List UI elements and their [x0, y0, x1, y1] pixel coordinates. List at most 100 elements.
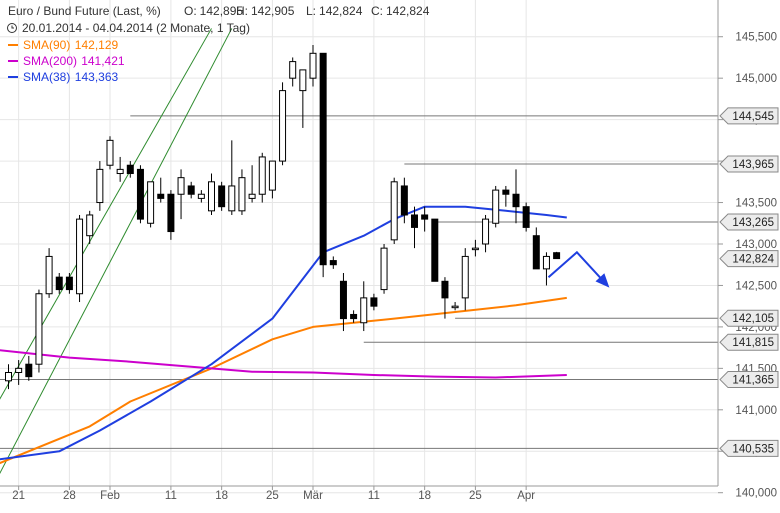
candle-body-down	[55, 276, 63, 291]
candle-body-up	[471, 247, 479, 251]
candle-body-down	[136, 168, 144, 220]
y-tick-label: 140,000	[735, 488, 777, 500]
current-price-tag-box	[719, 250, 779, 268]
candle-body-up	[482, 218, 490, 245]
level-price-tag-text: 142,105	[732, 313, 774, 325]
candle-body-down	[522, 206, 530, 228]
ohlc-open: O: 142,895	[184, 4, 243, 18]
candle-body-down	[218, 185, 226, 208]
date-range: 20.01.2014 - 04.04.2014 (2 Monate, 1 Tag…	[22, 21, 250, 35]
candle-body-up	[177, 177, 185, 195]
candle-body-down	[370, 297, 378, 307]
candle-body-up	[5, 371, 12, 382]
candle-body-up	[228, 185, 236, 212]
forecast-arrowhead	[595, 273, 610, 288]
y-tick-label: 142,500	[735, 280, 777, 292]
forecast-arrow-line	[547, 250, 609, 287]
candle-body-up	[106, 139, 114, 166]
level-price-tag-box	[719, 107, 779, 125]
candle-body-up	[15, 367, 23, 373]
x-tick-label: 11	[368, 490, 380, 502]
candle-body-down	[329, 260, 337, 266]
candle-body-up	[96, 168, 104, 204]
level-price-tag-box	[719, 155, 779, 173]
candle-body-up	[208, 181, 215, 212]
ohlc-high: H: 142,905	[236, 4, 295, 18]
candle-body-up	[309, 52, 317, 79]
legend: SMA(90) 142,129 SMA(200) 141,421 SMA(38) 143,…	[8, 38, 125, 84]
current-price-tag-text: 142,824	[732, 254, 774, 266]
sma-line-sma38	[0, 205, 567, 461]
candle-body-down	[25, 363, 33, 378]
level-price-tag-text: 141,815	[732, 337, 774, 349]
trend-channel-line	[0, 28, 212, 400]
x-tick-label: 11	[165, 490, 177, 502]
x-tick-label: 18	[215, 490, 228, 502]
x-tick-label: 18	[418, 490, 431, 502]
candle-body-up	[45, 255, 53, 295]
sma-layer	[0, 205, 567, 465]
forecast-arrow-layer	[547, 250, 610, 288]
candle-body-up	[76, 218, 84, 295]
candle-body-up	[268, 160, 276, 191]
horizontal-levels-layer	[0, 115, 718, 449]
level-price-tag-text: 141,365	[732, 375, 774, 387]
instrument-title: Euro / Bund Future (Last, %)	[8, 4, 161, 18]
candle-body-down	[532, 235, 540, 270]
x-tick-label: Mär	[303, 490, 323, 502]
candle-body-down	[126, 164, 134, 175]
candle-body-down	[502, 189, 510, 195]
candle-body-down	[187, 185, 195, 195]
x-tick-label: 25	[266, 490, 279, 502]
y-tick-label: 141,000	[735, 405, 777, 417]
sma-line-sma200	[0, 349, 567, 379]
x-tick-label: Feb	[100, 490, 120, 502]
trend-channel-line	[0, 28, 233, 475]
candle-body-up	[461, 255, 469, 299]
level-price-tag-box	[719, 213, 779, 231]
price-labels-layer: 144,545 143,965 143,265 142,105 141,815 141,3…	[719, 107, 779, 457]
candle-body-up	[380, 247, 388, 291]
level-price-tag-box	[719, 371, 779, 389]
ohlc-close: C: 142,824	[371, 4, 430, 18]
legend-value: 143,363	[75, 70, 119, 84]
candle-body-up	[299, 69, 307, 92]
candle-body-up	[147, 181, 155, 224]
candle-body-down	[350, 313, 358, 320]
candle-body-down	[411, 214, 418, 228]
legend-entry: SMA(90)	[23, 38, 70, 52]
candle-body-up	[289, 61, 297, 79]
level-price-tag-text: 143,965	[732, 159, 774, 171]
x-tick-label: 28	[63, 490, 76, 502]
candle-body-down	[431, 218, 439, 282]
candle-body-down	[319, 52, 327, 266]
y-tick-label: 145,000	[735, 73, 777, 85]
candle-body-down	[339, 280, 347, 320]
candle-body-up	[116, 168, 124, 175]
candle-body-down	[157, 193, 165, 199]
axes-layer: 140,000140,500141,000141,500142,000142,5…	[0, 0, 777, 502]
x-tick-label: 25	[469, 490, 482, 502]
candle-body-down	[421, 214, 429, 220]
level-price-tag-box	[719, 439, 779, 457]
level-price-tag-text: 140,535	[732, 443, 774, 455]
candle-body-up	[279, 90, 287, 162]
grid-layer	[0, 0, 718, 494]
sma-line-sma90	[0, 296, 567, 465]
x-tick-label: 21	[12, 490, 25, 502]
candle-body-up	[542, 255, 550, 270]
x-tick-label: Apr	[517, 490, 535, 502]
candles-layer	[5, 45, 561, 390]
candle-body-up	[35, 293, 43, 365]
level-price-tag-text: 144,545	[732, 111, 774, 123]
candle-body-up	[86, 214, 94, 237]
legend-value: 142,129	[75, 38, 119, 52]
legend-entry: SMA(38)	[23, 70, 70, 84]
candle-body-down	[553, 252, 561, 260]
candle-body-up	[390, 181, 398, 241]
candle-body-down	[400, 185, 408, 216]
legend-entry: SMA(200)	[23, 54, 77, 68]
candle-body-up	[360, 297, 368, 324]
trend-channel-layer	[0, 28, 233, 475]
